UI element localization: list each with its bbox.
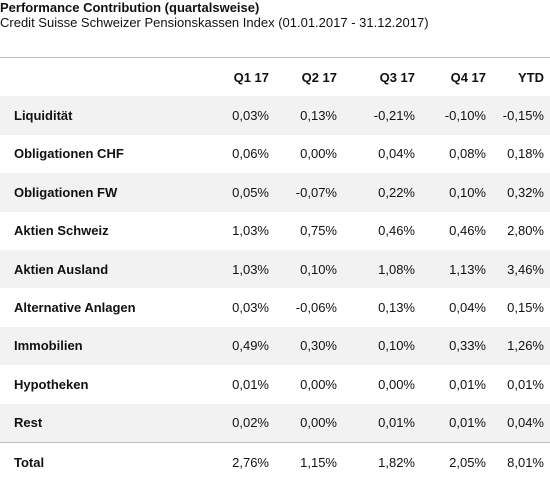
column-header: Q4 17 [450, 69, 486, 85]
value-cell: 0,10% [415, 173, 486, 212]
row-label: Liquidität [0, 96, 194, 135]
row-label: Hypotheken [14, 376, 89, 392]
row-label: Aktien Schweiz [14, 223, 109, 239]
chart-title: Performance Contribution (quartalsweise) [0, 0, 260, 15]
value-cell: 0,04% [449, 300, 486, 316]
column-header: Q2 17 [301, 69, 337, 85]
value-cell: 0,10% [269, 249, 337, 289]
row-label: Obligationen CHF [14, 146, 124, 162]
value-cell: 0,22% [337, 173, 415, 212]
value-cell: 0,13% [269, 96, 337, 135]
value-cell: 2,80% [507, 223, 544, 239]
value-cell: 8,01% [486, 441, 550, 482]
value-cell: 0,02% [194, 403, 269, 443]
value-cell: 0,00% [300, 376, 337, 392]
table-row: Alternative Anlagen 0,03% -0,06% 0,13% 0,04%… [0, 288, 550, 326]
row-label: Rest [0, 403, 194, 443]
performance-table: Q1 17 Q2 17 Q3 17 Q4 17 YTD Liquidität 0,… [0, 58, 550, 482]
table-row: Rest 0,02% 0,00% 0,01% 0,01% 0,04% [0, 403, 550, 443]
value-cell: 0,75% [300, 223, 337, 239]
table-row: Immobilien 0,49% 0,30% 0,10% 0,33% 1,26% [0, 326, 550, 366]
value-cell: 0,05% [194, 173, 269, 212]
column-header: YTD [518, 69, 544, 85]
value-cell: 3,46% [486, 249, 550, 289]
value-cell: -0,07% [269, 173, 337, 212]
column-header: Q1 17 [233, 69, 269, 85]
table-row: Obligationen CHF 0,06% 0,00% 0,04% 0,08% 0,18… [0, 135, 550, 173]
column-header: Q3 17 [379, 69, 415, 85]
table-row: Obligationen FW 0,05% -0,07% 0,22% 0,10% 0,32… [0, 173, 550, 212]
value-cell: 0,00% [378, 376, 415, 392]
value-cell: 0,00% [300, 146, 337, 162]
value-cell: 0,04% [378, 146, 415, 162]
value-cell: 0,30% [269, 326, 337, 366]
value-cell: 0,46% [449, 223, 486, 239]
value-cell: -0,10% [415, 96, 486, 135]
value-cell: 0,15% [507, 300, 544, 316]
table-row: Aktien Schweiz 1,03% 0,75% 0,46% 0,46% 2,80% [0, 212, 550, 250]
value-cell: 1,03% [194, 249, 269, 289]
total-row: Total 2,76% 1,15% 1,82% 2,05% 8,01% [0, 441, 550, 482]
value-cell: 0,13% [378, 300, 415, 316]
value-cell: 0,01% [337, 403, 415, 443]
row-label: Aktien Ausland [0, 249, 194, 289]
value-cell: 0,06% [232, 146, 269, 162]
value-cell: 1,08% [337, 249, 415, 289]
value-cell: 1,82% [337, 441, 415, 482]
value-cell: 0,10% [337, 326, 415, 366]
value-cell: 0,01% [449, 376, 486, 392]
value-cell: -0,06% [295, 300, 337, 316]
value-cell: 0,03% [194, 96, 269, 135]
value-cell: 0,01% [232, 376, 269, 392]
value-cell: 1,15% [269, 441, 337, 482]
value-cell: 0,01% [507, 376, 544, 392]
value-cell: 1,13% [415, 249, 486, 289]
row-label: Alternative Anlagen [14, 300, 136, 316]
row-label: Total [0, 441, 194, 482]
chart-subtitle: Credit Suisse Schweizer Pensionskassen I… [0, 15, 429, 30]
value-cell: 0,00% [269, 403, 337, 443]
value-cell: -0,15% [486, 96, 550, 135]
value-cell: 0,49% [194, 326, 269, 366]
table-body: Liquidität 0,03% 0,13% -0,21% -0,10% -0,15% Ob… [0, 96, 550, 482]
value-cell: 0,01% [415, 403, 486, 443]
value-cell: 0,03% [232, 300, 269, 316]
header-divider [0, 57, 550, 58]
row-label: Obligationen FW [0, 173, 194, 212]
value-cell: -0,21% [337, 96, 415, 135]
value-cell: 0,04% [486, 403, 550, 443]
table-row: Liquidität 0,03% 0,13% -0,21% -0,10% -0,15% [0, 96, 550, 135]
value-cell: 0,32% [486, 173, 550, 212]
header-cell-category [0, 58, 194, 96]
table-row: Hypotheken 0,01% 0,00% 0,00% 0,01% 0,01% [0, 365, 550, 403]
value-cell: 0,18% [507, 146, 544, 162]
header-row: Q1 17 Q2 17 Q3 17 Q4 17 YTD [0, 58, 550, 96]
value-cell: 0,46% [378, 223, 415, 239]
value-cell: 0,33% [415, 326, 486, 366]
value-cell: 1,03% [232, 223, 269, 239]
value-cell: 1,26% [486, 326, 550, 366]
value-cell: 0,08% [449, 146, 486, 162]
row-label: Immobilien [0, 326, 194, 366]
table-row: Aktien Ausland 1,03% 0,10% 1,08% 1,13% 3,46% [0, 249, 550, 289]
value-cell: 2,05% [415, 441, 486, 482]
value-cell: 2,76% [194, 441, 269, 482]
